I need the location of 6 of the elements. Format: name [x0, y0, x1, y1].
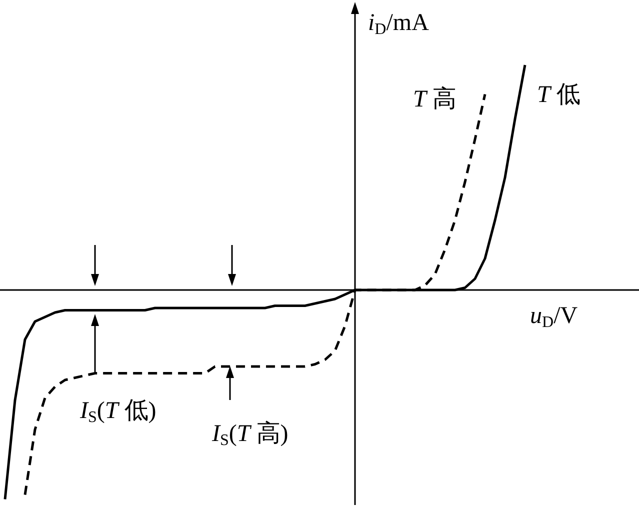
ylabel: i$_{D}$/mA — [368, 10, 429, 38]
series-name: T 低 — [537, 82, 580, 108]
xlabel: u$_{D}$/V — [530, 303, 578, 331]
series-name: T 高 — [413, 86, 456, 112]
annotation: I$_{S}$(T 低) — [80, 398, 156, 426]
annotation: I$_{S}$(T 高) — [212, 421, 288, 449]
